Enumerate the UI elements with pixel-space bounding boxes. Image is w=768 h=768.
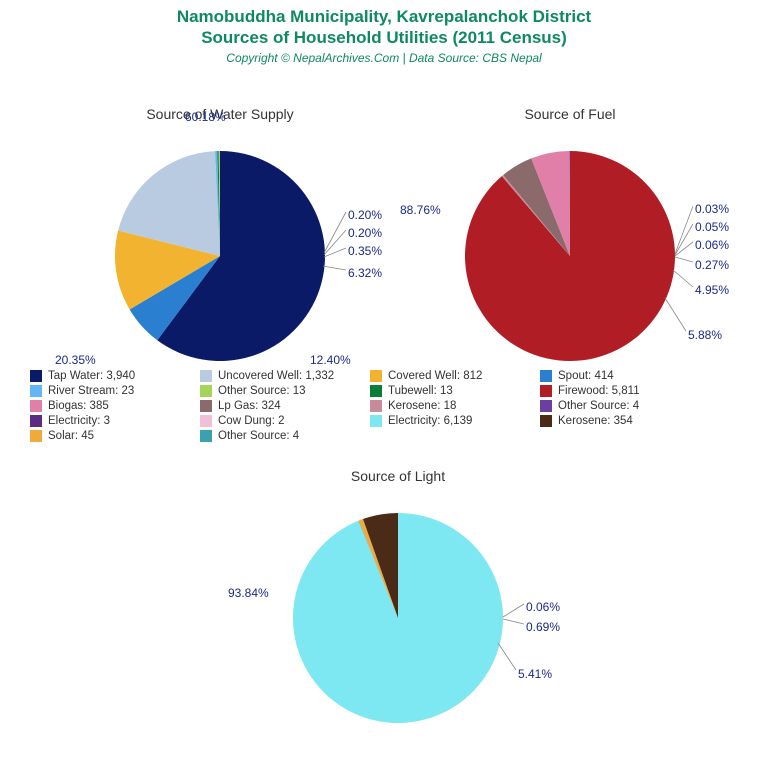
pie-svg: [420, 126, 720, 391]
pct-label: 5.88%: [688, 328, 722, 342]
pct-label: 5.41%: [518, 667, 552, 681]
legend-label: River Stream: 23: [48, 385, 134, 397]
leader-line: [675, 257, 693, 262]
pct-label: 0.69%: [526, 620, 560, 634]
legend-item: Other Source: 13: [200, 385, 370, 397]
legend-item: Solar: 45: [30, 430, 200, 442]
legend-label: Covered Well: 812: [388, 370, 482, 382]
legend-item: Lp Gas: 324: [200, 400, 370, 412]
pie-title: Source of Fuel: [420, 106, 720, 122]
legend-swatch: [370, 400, 382, 412]
leader-line: [498, 643, 516, 670]
pct-label: 0.03%: [695, 202, 729, 216]
legend-item: Kerosene: 18: [370, 400, 540, 412]
legend-item: Electricity: 3: [30, 415, 200, 427]
leader-line: [675, 206, 693, 254]
legend-item: Biogas: 385: [30, 400, 200, 412]
pct-label: 0.06%: [526, 600, 560, 614]
legend-item: Cow Dung: 2: [200, 415, 370, 427]
pct-label: 20.35%: [55, 353, 96, 367]
legend-label: Biogas: 385: [48, 400, 109, 412]
leader-line: [324, 248, 346, 257]
legend-swatch: [370, 370, 382, 382]
legend-label: Kerosene: 354: [558, 415, 633, 427]
leader-line: [503, 619, 524, 624]
pct-label: 0.20%: [348, 208, 382, 222]
legend-item: Other Source: 4: [540, 400, 710, 412]
legend-swatch: [540, 400, 552, 412]
legend-swatch: [30, 370, 42, 382]
legend-swatch: [200, 430, 212, 442]
legend-item: Other Source: 4: [200, 430, 370, 442]
leader-line: [324, 230, 346, 255]
light-chart: Source of Light93.84%0.06%0.69%5.41%: [248, 468, 548, 753]
legend-swatch: [200, 400, 212, 412]
legend-swatch: [540, 385, 552, 397]
legend-item: Kerosene: 354: [540, 415, 710, 427]
pct-label: 88.76%: [400, 203, 441, 217]
pie-title: Source of Light: [248, 468, 548, 484]
leader-line: [665, 298, 686, 331]
legend-item: Uncovered Well: 1,332: [200, 370, 370, 382]
pie-svg: [248, 488, 548, 753]
legend: Tap Water: 3,940 Uncovered Well: 1,332 Cov…: [30, 370, 740, 445]
main-title-line2: Sources of Household Utilities (2011 Cen…: [0, 27, 768, 48]
pct-label: 4.95%: [695, 283, 729, 297]
legend-label: Electricity: 6,139: [388, 415, 472, 427]
legend-swatch: [370, 385, 382, 397]
pct-label: 0.35%: [348, 244, 382, 258]
pct-label: 0.06%: [695, 238, 729, 252]
legend-swatch: [200, 415, 212, 427]
legend-label: Solar: 45: [48, 430, 94, 442]
legend-item: River Stream: 23: [30, 385, 200, 397]
pct-label: 6.32%: [348, 266, 382, 280]
legend-swatch: [30, 415, 42, 427]
pct-label: 0.20%: [348, 226, 382, 240]
legend-label: Uncovered Well: 1,332: [218, 370, 334, 382]
leader-line: [323, 266, 346, 270]
subtitle: Copyright © NepalArchives.Com | Data Sou…: [0, 51, 768, 65]
title-block: Namobuddha Municipality, Kavrepalanchok …: [0, 0, 768, 67]
fuel-chart: Source of Fuel88.76%0.03%0.05%0.06%0.27%…: [420, 106, 720, 391]
legend-label: Cow Dung: 2: [218, 415, 284, 427]
legend-item: Electricity: 6,139: [370, 415, 540, 427]
legend-label: Tap Water: 3,940: [48, 370, 135, 382]
legend-item: Spout: 414: [540, 370, 710, 382]
leader-line: [673, 270, 693, 287]
leader-line: [324, 212, 346, 253]
legend-swatch: [30, 400, 42, 412]
legend-swatch: [30, 430, 42, 442]
legend-swatch: [370, 415, 382, 427]
leader-line: [675, 242, 693, 256]
pct-label: 93.84%: [228, 586, 269, 600]
pct-label: 0.27%: [695, 258, 729, 272]
legend-label: Firewood: 5,811: [558, 385, 640, 397]
legend-item: Firewood: 5,811: [540, 385, 710, 397]
pct-label: 12.40%: [310, 353, 351, 367]
pie-svg: [60, 126, 360, 391]
legend-label: Electricity: 3: [48, 415, 110, 427]
legend-item: Tap Water: 3,940: [30, 370, 200, 382]
legend-label: Other Source: 4: [558, 400, 639, 412]
legend-swatch: [30, 385, 42, 397]
pct-label: 60.18%: [185, 110, 226, 124]
legend-label: Other Source: 13: [218, 385, 306, 397]
legend-swatch: [200, 370, 212, 382]
leader-line: [675, 224, 693, 255]
legend-swatch: [200, 385, 212, 397]
legend-swatch: [540, 415, 552, 427]
legend-label: Spout: 414: [558, 370, 614, 382]
legend-label: Other Source: 4: [218, 430, 299, 442]
legend-label: Lp Gas: 324: [218, 400, 281, 412]
pct-label: 0.05%: [695, 220, 729, 234]
legend-label: Kerosene: 18: [388, 400, 456, 412]
legend-swatch: [540, 370, 552, 382]
legend-item: Tubewell: 13: [370, 385, 540, 397]
legend-label: Tubewell: 13: [388, 385, 453, 397]
water-chart: Source of Water Supply60.18%0.20%0.20%0.…: [60, 106, 380, 391]
leader-line: [503, 604, 524, 617]
legend-item: Covered Well: 812: [370, 370, 540, 382]
main-title-line1: Namobuddha Municipality, Kavrepalanchok …: [0, 6, 768, 27]
